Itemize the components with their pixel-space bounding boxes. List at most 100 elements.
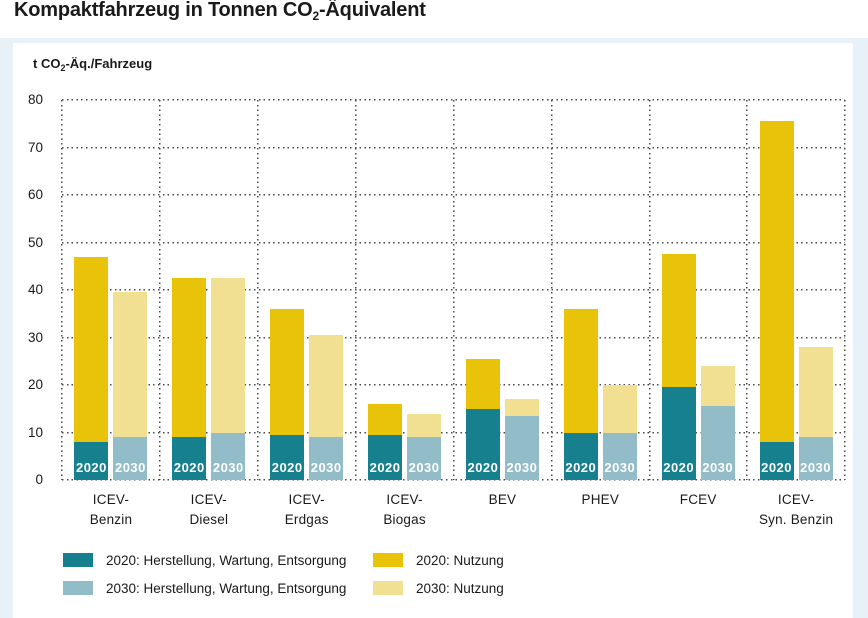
x-axis-label-line: PHEV [581,492,620,507]
y-tick-label-10: 10 [27,424,43,440]
bar-segment-herstellung-2020 [368,434,403,480]
legend-swatch [63,581,93,595]
bar-year-label: 2020 [173,460,205,475]
bar-year-label: 2020 [663,460,695,475]
bar-group-phev: 2020 2030 [551,100,649,480]
stacked-bar-bev-2020: 2020 [465,358,500,480]
y-tick-label-50: 50 [27,234,43,250]
bar-group-icev-diesel: 2020 2030 [160,100,258,480]
x-axis-label-phev: PHEV [551,490,649,510]
x-axis-label-icev-benzin: ICEV- Benzin [62,490,160,530]
group-separator-5 [550,100,553,480]
x-axis-label-line: ICEV- [288,492,325,507]
stacked-bar-fcev-2020: 2020 [661,254,696,480]
x-axis-label-line: ICEV- [92,492,130,507]
page-title-subscript: 2 [312,9,319,23]
bar-group-icev-benzin: 2020 2030 [62,100,160,480]
y-tick-label-20: 20 [27,377,43,392]
bar-year-label: 2020 [271,460,303,475]
stacked-bar-icev-biogas-2020: 2020 [368,404,403,480]
y-axis-title-subscript: 2 [60,63,66,73]
stacked-bar-phev-2030: 2030 [602,385,637,480]
bar-group-icev-syn-benzin: 2020 2030 [747,100,845,480]
x-axis-label-icev-syn-benzin: ICEV- Syn. Benzin [747,490,845,530]
bar-year-label: 2020 [75,460,107,475]
stacked-bar-icev-benzin-2020: 2020 [74,256,109,480]
bar-group-icev-erdgas: 2020 2030 [258,100,356,480]
x-axis-label-line: Benzin [89,512,133,527]
bar-segment-herstellung-2030 [309,437,344,480]
stacked-bar-icev-erdgas-2020: 2020 [270,309,305,480]
bar-year-label: 2030 [506,460,538,475]
bar-segment-herstellung-2020 [563,432,598,480]
x-axis-label-line: BEV [488,492,517,507]
x-axis-label-line: Syn. Benzin [758,512,834,527]
bar-segment-herstellung-2030 [407,437,442,480]
y-tick-label-70: 70 [27,139,43,155]
legend-label: 2020: Nutzung [416,552,504,568]
gridline-0 [62,479,845,482]
legend-item: 2030: Nutzung [373,580,504,596]
bar-segment-herstellung-2020 [759,442,794,480]
y-axis-title-suffix: -Äq./Fahrzeug [65,56,153,71]
bar-segment-herstellung-2020 [661,387,696,480]
y-axis-title: t CO2-Äq./Fahrzeug [33,56,152,73]
y-tick-label-60: 60 [27,187,43,202]
y-axis-line [61,100,64,480]
x-axis-label-line: Erdgas [284,512,329,527]
legend-swatch [373,553,403,567]
bar-year-label: 2020 [565,460,597,475]
legend-label: 2020: Herstellung, Wartung, Entsorgung [106,552,347,568]
bar-segment-herstellung-2020 [172,437,207,480]
bar-segment-herstellung-2020 [270,434,305,480]
bar-group-icev-biogas: 2020 2030 [356,100,454,480]
bar-year-label: 2020 [467,460,499,475]
legend-swatch [63,553,93,567]
bar-year-label: 2020 [369,460,401,475]
x-axis-label-bev: BEV [454,490,552,510]
legend-item: 2020: Herstellung, Wartung, Entsorgung [63,552,346,568]
legend-swatch [373,581,403,595]
stacked-bar-icev-syn-benzin-2030: 2030 [798,347,833,480]
x-axis-label-icev-erdgas: ICEV- Erdgas [258,490,356,530]
x-axis-label-line: ICEV- [386,492,423,507]
x-axis-label-line: Diesel [189,512,229,527]
stacked-bar-icev-diesel-2030: 2030 [211,278,246,480]
stacked-bar-icev-biogas-2030: 2030 [407,413,442,480]
legend-item: 2020: Nutzung [373,552,504,568]
bar-year-label: 2030 [604,460,636,475]
bar-year-label: 2030 [800,460,832,475]
stacked-bar-phev-2020: 2020 [563,309,598,480]
group-separator-8 [844,100,847,480]
x-axis-label-line: Biogas [383,512,426,527]
chart-panel: t CO2-Äq./Fahrzeug 0 10 20 30 40 50 60 70 80 2020… [0,38,868,618]
x-axis-label-line: ICEV- [777,492,815,507]
bar-group-bev: 2020 2030 [454,100,552,480]
bar-year-label: 2030 [212,460,244,475]
bar-segment-herstellung-2020 [465,408,500,480]
x-axis-label-line: ICEV- [190,492,227,507]
bar-segment-herstellung-2030 [700,406,735,480]
x-axis-label-icev-diesel: ICEV- Diesel [160,490,258,530]
bar-year-label: 2030 [114,460,146,475]
bar-year-label: 2030 [408,460,440,475]
page-title-suffix: -Äquivalent [318,0,426,21]
y-tick-label-80: 80 [27,92,43,107]
group-separator-4 [452,100,455,480]
stacked-bar-icev-benzin-2030: 2030 [113,292,148,480]
bar-segment-herstellung-2030 [504,415,539,480]
stacked-bar-fcev-2030: 2030 [700,366,735,480]
group-separator-1 [159,100,162,480]
bar-year-label: 2020 [761,460,793,475]
stacked-bar-icev-diesel-2020: 2020 [172,278,207,480]
x-axis-label-line: FCEV [679,492,717,507]
bar-year-label: 2030 [310,460,342,475]
y-tick-label-0: 0 [35,472,43,487]
x-axis-label-icev-biogas: ICEV- Biogas [356,490,454,530]
legend-item: 2030: Herstellung, Wartung, Entsorgung [63,580,346,596]
page-title-text: Kompaktfahrzeug in Tonnen CO [14,0,313,21]
bar-year-label: 2030 [702,460,734,475]
group-separator-7 [746,100,749,480]
page-title: Kompaktfahrzeug in Tonnen CO2-Äquivalent [14,0,426,23]
